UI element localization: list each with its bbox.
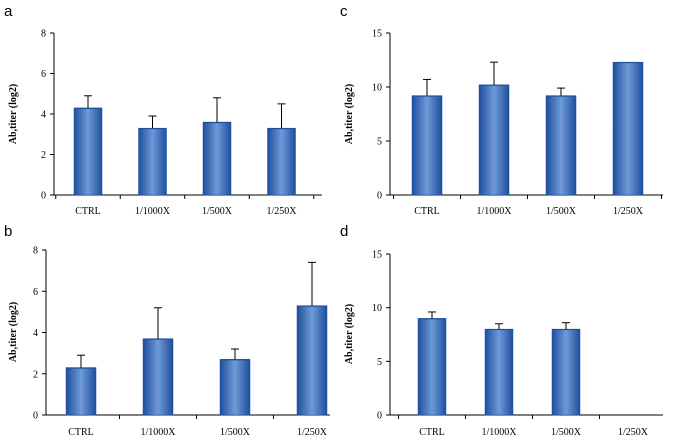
bar xyxy=(142,338,174,416)
panel-letter: d xyxy=(340,223,348,240)
y-tick-label: 6 xyxy=(41,69,46,80)
chart-panel-c: c Ab,titer (log2) 0 5 10 15 CTRL 1/1000X 1/500X 1… xyxy=(340,3,663,217)
bar xyxy=(202,121,232,196)
y-tick-label: 4 xyxy=(33,328,38,339)
x-category-label: 1/250X xyxy=(613,206,644,217)
chart-panel-a: a Ab,titer (log2) 0 2 4 6 8 CTRL 1/1000X 1/500X 1/… xyxy=(4,3,322,217)
y-axis-title: Ab,titer (log2) xyxy=(344,304,355,364)
x-category-label: CTRL xyxy=(419,427,445,438)
y-tick-label: 10 xyxy=(372,83,382,94)
x-category-label: 1/250X xyxy=(618,427,649,438)
x-category-label: CTRL xyxy=(414,206,440,217)
panel-letter: b xyxy=(4,223,12,240)
x-category-label: 1/500X xyxy=(220,427,251,438)
bar xyxy=(138,127,167,196)
y-tick-label: 8 xyxy=(41,29,46,40)
y-tick-label: 5 xyxy=(377,137,382,148)
panel-letter: c xyxy=(340,3,348,20)
y-tick-label: 8 xyxy=(33,246,38,257)
y-tick-label: 2 xyxy=(41,150,46,161)
bar xyxy=(545,95,577,196)
x-category-label: 1/250X xyxy=(297,427,328,438)
y-tick-label: 15 xyxy=(372,250,382,261)
x-category-label: 1/250X xyxy=(267,206,298,217)
y-axis-title: Ab,titer (log2) xyxy=(344,84,355,144)
y-axis-title: Ab,titer (log2) xyxy=(8,84,19,144)
x-category-label: 1/1000X xyxy=(477,206,513,217)
y-tick-label: 0 xyxy=(377,411,382,422)
y-tick-label: 4 xyxy=(41,110,46,121)
panel-letter: a xyxy=(4,3,13,20)
y-tick-label: 2 xyxy=(33,369,38,380)
bar xyxy=(551,328,581,416)
bar xyxy=(478,84,510,196)
y-tick-label: 10 xyxy=(372,303,382,314)
bar xyxy=(267,127,296,196)
bar xyxy=(417,318,447,416)
x-category-label: 1/500X xyxy=(551,427,582,438)
y-axis-title: Ab,titer (log2) xyxy=(8,302,19,362)
bar xyxy=(296,305,328,416)
bar xyxy=(612,61,644,196)
x-category-label: 1/500X xyxy=(546,206,577,217)
bar xyxy=(65,367,97,416)
y-tick-label: 15 xyxy=(372,29,382,40)
bar xyxy=(484,328,514,416)
x-category-label: 1/500X xyxy=(202,206,233,217)
x-category-label: CTRL xyxy=(75,206,101,217)
chart-panel-b: b Ab,titer (log2) 0 2 4 6 8 CTRL 1/1000X 1/500X 1/… xyxy=(4,223,330,438)
chart-panel-d: d Ab,titer (log2) 0 5 10 15 CTRL 1/1000X 1/500X 1… xyxy=(340,223,663,438)
x-category-label: CTRL xyxy=(68,427,94,438)
y-tick-label: 6 xyxy=(33,287,38,298)
y-tick-label: 5 xyxy=(377,357,382,368)
bar xyxy=(411,95,443,196)
x-category-label: 1/1000X xyxy=(141,427,177,438)
bar xyxy=(73,107,103,196)
y-tick-label: 0 xyxy=(377,191,382,202)
y-tick-label: 0 xyxy=(41,191,46,202)
y-tick-label: 0 xyxy=(33,411,38,422)
bar xyxy=(219,359,251,416)
x-category-label: 1/1000X xyxy=(135,206,171,217)
x-category-label: 1/1000X xyxy=(482,427,518,438)
